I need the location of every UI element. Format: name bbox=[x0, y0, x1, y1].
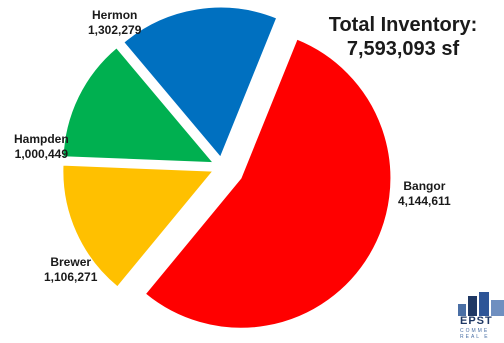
pie-slice-brewer bbox=[62, 164, 214, 288]
label-brewer: Brewer 1,106,271 bbox=[44, 255, 97, 285]
pie-slice-hermon bbox=[123, 6, 278, 159]
pie-slice-bangor bbox=[144, 38, 392, 329]
logo-wordmark: EPST bbox=[460, 315, 493, 327]
pie-slice-hampden bbox=[62, 47, 215, 164]
label-brewer-value: 1,106,271 bbox=[44, 270, 98, 284]
label-brewer-name: Brewer bbox=[50, 255, 92, 269]
logo-subline-2: REAL E bbox=[460, 334, 490, 340]
label-hampden-name: Hampden bbox=[14, 132, 69, 146]
label-hampden: Hampden 1,000,449 bbox=[14, 132, 69, 162]
label-bangor-value: 4,144,611 bbox=[398, 194, 451, 208]
label-hermon: Hermon 1,302,279 bbox=[88, 8, 141, 38]
logo-bars-icon bbox=[458, 292, 504, 316]
label-hermon-name: Hermon bbox=[92, 8, 138, 22]
chart-title-line-1: Total Inventory: bbox=[328, 14, 478, 36]
chart-title-line-2: 7,593,093 sf bbox=[346, 38, 460, 60]
label-bangor-name: Bangor bbox=[403, 179, 446, 193]
logo-subline-1: COMME bbox=[460, 328, 490, 334]
company-logo: EPST COMME REAL E bbox=[458, 292, 504, 343]
label-hampden-value: 1,000,449 bbox=[14, 147, 69, 161]
logo-subline: COMME REAL E bbox=[460, 328, 490, 340]
label-bangor: Bangor 4,144,611 bbox=[398, 179, 451, 209]
label-hermon-value: 1,302,279 bbox=[88, 23, 142, 37]
